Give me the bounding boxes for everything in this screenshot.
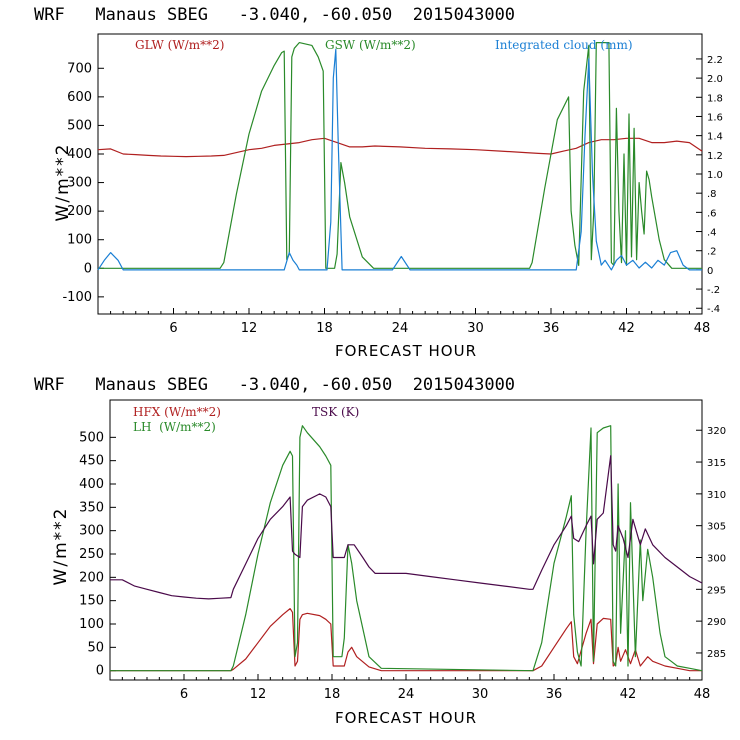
- top-x-tick-label: 24: [392, 321, 409, 336]
- top-y2-tick-label: 1.6: [707, 112, 723, 123]
- bottom-y-axis-label: W/m**2: [51, 507, 71, 586]
- top-x-tick-label: 12: [241, 321, 258, 336]
- bottom-y-tick-label: 0: [96, 664, 104, 679]
- bottom-x-tick-label: 30: [472, 687, 489, 702]
- bottom-series-line-2: [110, 455, 703, 600]
- bottom-y2-tick-label: 290: [707, 617, 726, 628]
- bottom-x-tick-label: 42: [620, 687, 637, 702]
- bottom-y2-tick-labels: 285 290 295 300 305 310 315 320: [696, 426, 726, 660]
- bottom-y2-tick-label: 310: [707, 490, 726, 501]
- top-y2-tick-labels: -.4 -.2 0 .2 .4 .6 .8 1.0 1.2 1.4 1.6 1.8 2.0 2.2: [696, 55, 723, 315]
- bottom-y-tick-label: 100: [79, 617, 104, 632]
- top-x-tick-labels: 6 12 18 24 30 36 42 48: [110, 308, 711, 336]
- bottom-x-tick-label: 6: [180, 687, 188, 702]
- legend-integrated-cloud: Integrated cloud (mm): [495, 38, 633, 52]
- bottom-y-tick-label: 500: [79, 430, 104, 445]
- top-y2-tick-label: 1.8: [707, 93, 723, 104]
- bottom-series-lines: [110, 425, 703, 672]
- top-y-tick-label: 400: [67, 147, 92, 162]
- bottom-y-tick-label: 400: [79, 477, 104, 492]
- top-y2-tick-label: .4: [707, 228, 717, 239]
- bottom-y2-tick-label: 305: [707, 522, 726, 533]
- top-y-tick-label: 100: [67, 233, 92, 248]
- top-y2-tick-label: .8: [707, 189, 717, 200]
- bottom-y-tick-label: 50: [87, 640, 104, 655]
- top-series-line-0: [97, 137, 703, 158]
- bottom-x-axis-label: FORECAST HOUR: [335, 709, 477, 727]
- legend-tsk: TSK (K): [312, 405, 359, 419]
- top-y2-tick-label: .2: [707, 247, 717, 258]
- bottom-x-tick-labels: 6 12 18 24 30 36 42 48: [121, 674, 711, 702]
- top-plot-frame: [97, 33, 703, 315]
- legend-glw: GLW (W/m**2): [135, 38, 224, 52]
- bottom-series-line-1: [110, 425, 703, 672]
- top-x-tick-label: 36: [543, 321, 560, 336]
- top-y-axis-label: W/m**2: [53, 143, 73, 222]
- top-y2-tick-label: 1.0: [707, 170, 723, 181]
- top-chart: WRF Manaus SBEG -3.040, -60.050 20150430…: [34, 5, 723, 360]
- bottom-y2-tick-label: 300: [707, 554, 726, 565]
- top-y2-tick-label: 1.4: [707, 132, 723, 143]
- top-x-tick-label: 30: [467, 321, 484, 336]
- bottom-series-line-0: [110, 607, 702, 672]
- top-y2-tick-label: 2.0: [707, 74, 723, 85]
- bottom-y-tick-label: 350: [79, 500, 104, 515]
- top-y2-tick-label: .6: [707, 208, 717, 219]
- bottom-y-tick-label: 200: [79, 570, 104, 585]
- top-y-tick-labels: -100 0 100 200 300 400 500 600 700: [62, 61, 104, 305]
- bottom-y-tick-label: 250: [79, 547, 104, 562]
- top-series-lines: [97, 41, 703, 271]
- bottom-x-tick-label: 18: [324, 687, 341, 702]
- top-y-tick-label: 200: [67, 204, 92, 219]
- top-y2-tick-label: -.4: [707, 304, 720, 315]
- top-x-tick-label: 6: [169, 321, 177, 336]
- top-x-tick-label: 48: [694, 321, 711, 336]
- legend-lh: LH (W/m**2): [133, 420, 216, 434]
- bottom-y2-tick-label: 295: [707, 585, 726, 596]
- bottom-chart: WRF Manaus SBEG -3.040, -60.050 20150430…: [34, 375, 726, 727]
- bottom-chart-title: WRF Manaus SBEG -3.040, -60.050 20150430…: [34, 375, 515, 395]
- top-y-tick-label: -100: [62, 290, 92, 305]
- bottom-y-tick-label: 450: [79, 454, 104, 469]
- top-y-tick-label: 500: [67, 118, 92, 133]
- top-y2-tick-label: 1.2: [707, 151, 723, 162]
- top-y-tick-label: 600: [67, 90, 92, 105]
- top-y-tick-label: 300: [67, 176, 92, 191]
- top-y2-tick-label: -.2: [707, 285, 720, 296]
- bottom-x-tick-label: 24: [398, 687, 415, 702]
- top-y2-tick-label: 2.2: [707, 55, 723, 66]
- bottom-y2-tick-label: 315: [707, 458, 726, 469]
- bottom-y-tick-label: 150: [79, 594, 104, 609]
- top-x-axis-label: FORECAST HOUR: [335, 342, 477, 360]
- top-series-line-2: [97, 48, 702, 271]
- bottom-y2-tick-label: 320: [707, 426, 726, 437]
- top-series-line-1: [98, 41, 702, 269]
- top-x-tick-label: 18: [316, 321, 333, 336]
- top-chart-title: WRF Manaus SBEG -3.040, -60.050 20150430…: [34, 5, 515, 25]
- top-y2-tick-label: 0: [707, 266, 713, 277]
- top-y-tick-label: 0: [84, 261, 92, 276]
- top-x-tick-label: 42: [618, 321, 635, 336]
- bottom-x-tick-label: 48: [694, 687, 711, 702]
- bottom-y-tick-label: 300: [79, 524, 104, 539]
- bottom-y-tick-labels: 0 50 100 150 200 250 300 350 400 450 500: [79, 430, 116, 679]
- legend-gsw: GSW (W/m**2): [325, 38, 416, 52]
- top-y-tick-label: 700: [67, 61, 92, 76]
- legend-hfx: HFX (W/m**2): [133, 405, 221, 419]
- bottom-x-tick-label: 36: [546, 687, 563, 702]
- bottom-y2-tick-label: 285: [707, 649, 726, 660]
- bottom-x-tick-label: 12: [250, 687, 267, 702]
